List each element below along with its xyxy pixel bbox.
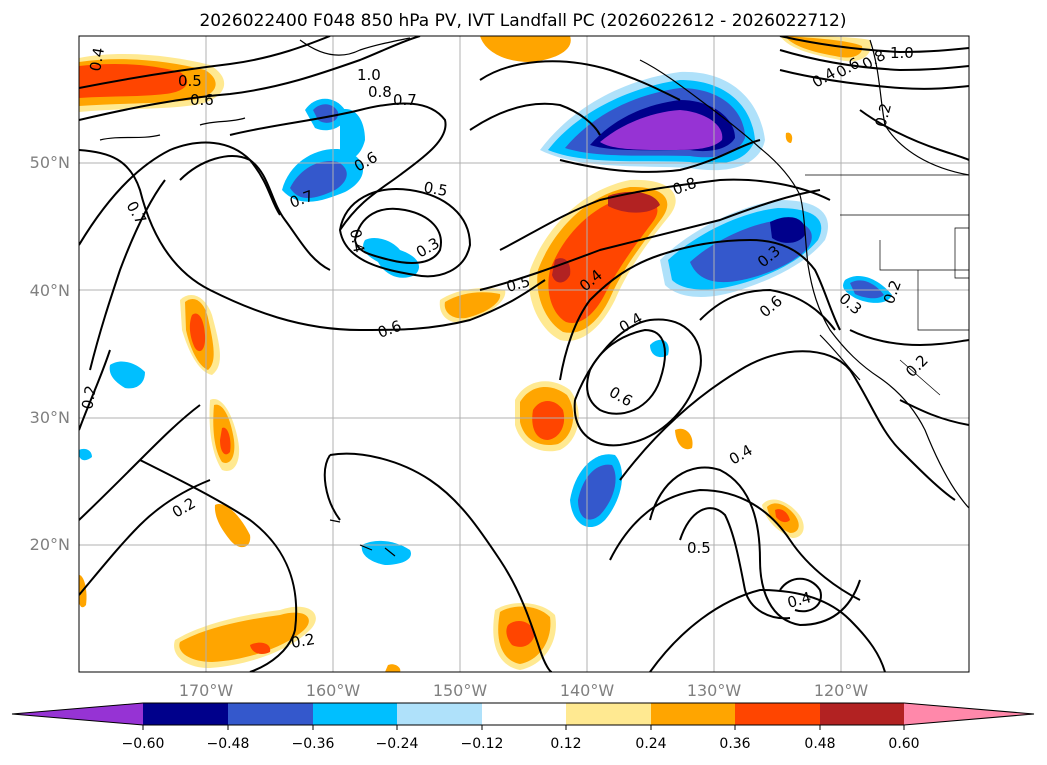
state-borders (805, 174, 969, 396)
colorbar-tick-label: −0.48 (207, 736, 250, 752)
lon-tick-label: 170°W (179, 681, 234, 700)
colorbar-segment (143, 703, 228, 725)
lat-tick-labels: 50°N 40°N 30°N 20°N (30, 153, 70, 554)
colorbar-tick-label: −0.60 (122, 736, 165, 752)
contour-label: 1.0 (357, 66, 381, 84)
contour-label: 0.8 (368, 83, 392, 101)
colorbar-segment (566, 703, 651, 725)
contour-label: 0.2 (871, 101, 895, 129)
ivt-contours (79, 36, 969, 672)
colorbar-tick-label: 0.36 (719, 736, 750, 752)
contour-label: 1.0 (890, 44, 914, 62)
contour-label: 0.5 (687, 539, 711, 557)
colorbar-tick-label: 0.48 (804, 736, 835, 752)
contour-label: 0.4 (86, 46, 108, 73)
map-area: 0.4 0.5 0.6 1.0 0.8 0.7 0.6 0.7 0.7 0.5 … (78, 36, 969, 672)
contour-label: 0.4 (785, 588, 813, 612)
colorbar-tick-label: −0.12 (461, 736, 504, 752)
contour-label: 0.4 (346, 228, 368, 255)
colorbar: −0.60 −0.48 −0.36 −0.24 −0.12 0.12 0.24 … (11, 702, 1035, 752)
graticule (79, 36, 969, 672)
lat-tick-label: 50°N (30, 153, 70, 172)
lon-tick-label: 130°W (687, 681, 742, 700)
colorbar-segment (651, 703, 735, 725)
contour-label: 0.2 (78, 384, 100, 411)
contour-label: 0.6 (190, 91, 214, 109)
colorbar-segment (820, 703, 904, 725)
colorbar-tick-label: −0.24 (376, 736, 419, 752)
lat-tick-label: 20°N (30, 535, 70, 554)
lon-tick-label: 150°W (433, 681, 488, 700)
contour-label: 0.5 (178, 72, 202, 90)
lat-tick-label: 30°N (30, 408, 70, 427)
contour-label: 0.5 (422, 178, 449, 200)
colorbar-segment (313, 703, 397, 725)
contour-label: 0.7 (393, 91, 417, 109)
colorbar-segment (482, 703, 566, 725)
colorbar-tick-label: 0.24 (635, 736, 666, 752)
lon-tick-label: 140°W (560, 681, 615, 700)
lat-tick-label: 40°N (30, 281, 70, 300)
colorbar-extend-high (904, 703, 1034, 725)
map-frame (78, 35, 970, 673)
lon-tick-labels: 170°W 160°W 150°W 140°W 130°W 120°W (179, 681, 869, 700)
colorbar-ticks (142, 725, 905, 730)
colorbar-tick-label: 0.12 (550, 736, 581, 752)
plot-title: 2026022400 F048 850 hPa PV, IVT Landfall… (199, 11, 846, 31)
lon-tick-label: 120°W (814, 681, 869, 700)
lon-tick-label: 160°W (306, 681, 361, 700)
contour-label: 0.5 (504, 272, 532, 296)
colorbar-segment (397, 703, 482, 725)
colorbar-segment (228, 703, 313, 725)
colorbar-tick-label: −0.36 (292, 736, 335, 752)
colorbar-segment (735, 703, 820, 725)
colorbar-tick-label: 0.60 (888, 736, 919, 752)
contour-label: 0.2 (290, 630, 317, 652)
colorbar-extend-low (12, 703, 143, 725)
